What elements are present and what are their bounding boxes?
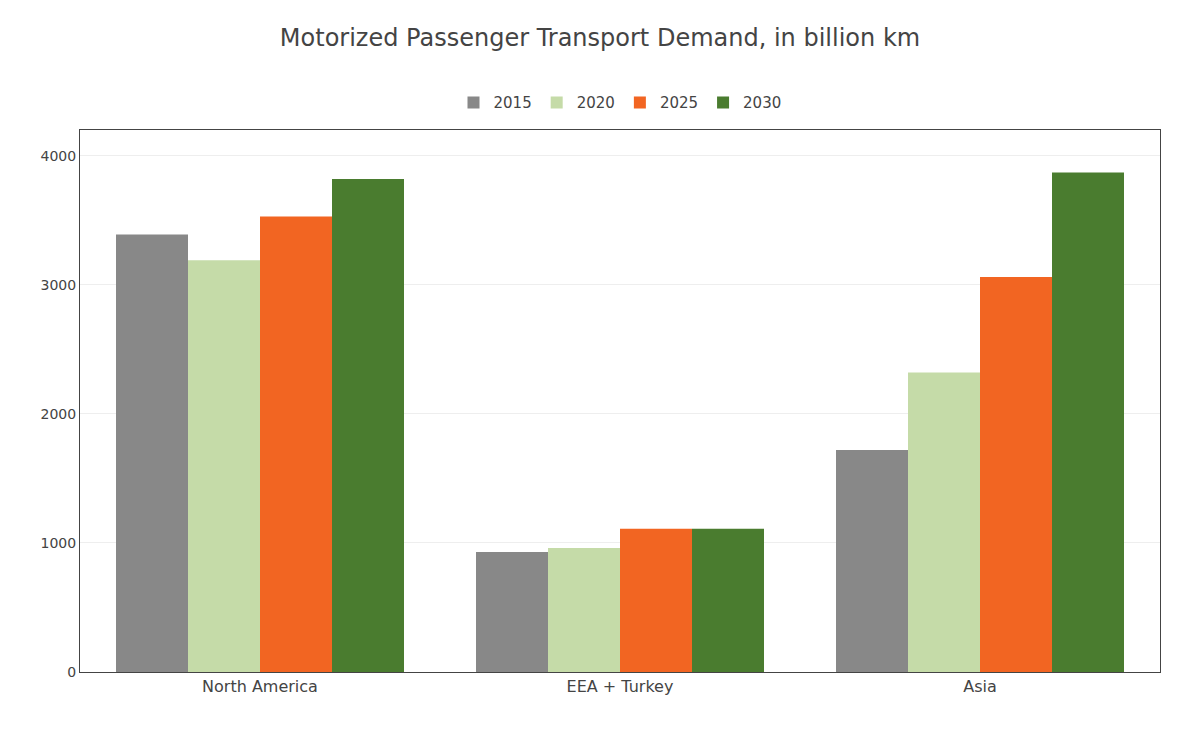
svg-text:2000: 2000 bbox=[41, 406, 77, 422]
svg-text:4000: 4000 bbox=[41, 148, 77, 164]
svg-text:EEA + Turkey: EEA + Turkey bbox=[567, 677, 674, 696]
svg-text:2015: 2015 bbox=[494, 94, 532, 112]
svg-text:0: 0 bbox=[67, 664, 76, 680]
svg-text:2030: 2030 bbox=[743, 94, 781, 112]
svg-text:3000: 3000 bbox=[41, 277, 77, 293]
svg-text:Asia: Asia bbox=[963, 677, 997, 696]
svg-text:1000: 1000 bbox=[41, 535, 77, 551]
svg-text:2020: 2020 bbox=[577, 94, 615, 112]
svg-text:Motorized Passenger Transport: Motorized Passenger Transport Demand, in… bbox=[280, 24, 920, 52]
svg-text:2025: 2025 bbox=[660, 94, 698, 112]
svg-text:North America: North America bbox=[202, 677, 318, 696]
